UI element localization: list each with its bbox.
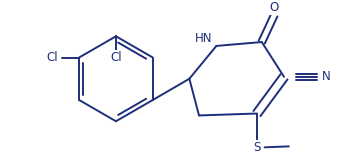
Text: O: O [270, 1, 279, 14]
Text: Cl: Cl [46, 51, 58, 64]
Text: N: N [322, 70, 331, 83]
Text: Cl: Cl [110, 51, 122, 64]
Text: HN: HN [195, 32, 213, 45]
Text: S: S [253, 141, 261, 154]
